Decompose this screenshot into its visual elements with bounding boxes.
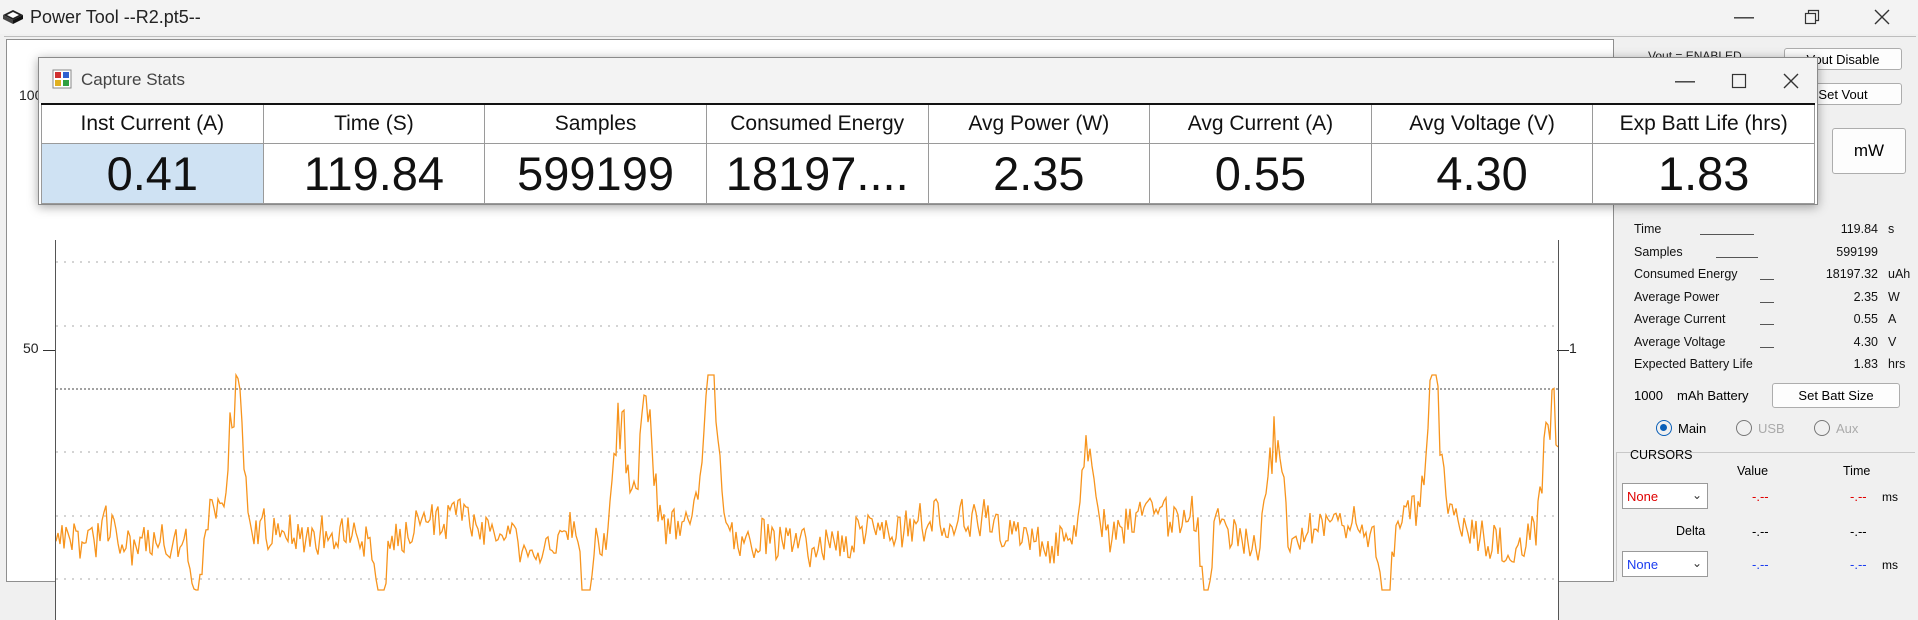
chevron-down-icon: ⌄ <box>1691 488 1702 502</box>
app-title: Power Tool --R2.pt5-- <box>30 7 201 27</box>
delta-value: -.-- <box>1752 524 1769 539</box>
cursors-col-value: Value <box>1737 464 1769 478</box>
cursor2-select[interactable]: None ⌄ <box>1622 551 1708 577</box>
cell-time[interactable]: 119.84 <box>262 143 486 204</box>
radio-main-label: Main <box>1678 421 1707 436</box>
cell-avg-voltage[interactable]: 4.30 <box>1370 143 1594 204</box>
vout-disable-button[interactable]: Vout Disable <box>1784 48 1902 70</box>
dialog-maximize-button[interactable] <box>1711 66 1767 96</box>
close-button[interactable] <box>1852 2 1912 32</box>
units-mw-button[interactable]: mW <box>1832 128 1906 174</box>
col-inst-current[interactable]: Inst Current (A) <box>41 103 264 144</box>
chip-icon <box>3 10 23 24</box>
y-right-tick-mark <box>1557 350 1569 351</box>
col-time[interactable]: Time (S) <box>262 103 486 144</box>
cell-samples[interactable]: 599199 <box>484 143 707 204</box>
minimize-icon: — <box>1734 5 1754 28</box>
cursor1-time: -.-- <box>1850 489 1867 504</box>
cursor2-unit: ms <box>1882 558 1898 572</box>
col-consumed-energy[interactable]: Consumed Energy <box>705 103 929 144</box>
restore-button[interactable] <box>1782 2 1842 32</box>
cursors-col-time: Time <box>1843 464 1871 478</box>
cell-inst-current[interactable]: 0.41 <box>41 143 264 204</box>
set-batt-size-button[interactable]: Set Batt Size <box>1772 383 1900 408</box>
plot-area[interactable] <box>55 240 1559 620</box>
stats-window-icon <box>52 69 72 89</box>
col-avg-current[interactable]: Avg Current (A) <box>1149 103 1372 144</box>
cursor1-select[interactable]: None ⌄ <box>1622 483 1708 509</box>
dialog-minimize-button[interactable]: — <box>1657 66 1713 96</box>
radio-usb[interactable] <box>1736 420 1752 436</box>
dialog-close-button[interactable] <box>1763 66 1819 96</box>
y-left-tick-mark <box>43 350 55 351</box>
y-left-tick-100: 100 <box>19 87 43 103</box>
col-avg-voltage[interactable]: Avg Voltage (V) <box>1370 103 1594 144</box>
y-right-tick-1: 1 <box>1569 340 1577 356</box>
current-trace <box>56 261 1558 591</box>
stats-grid[interactable]: Inst Current (A) Time (S) Samples Consum… <box>41 103 1815 204</box>
cursor2-value: -.-- <box>1752 557 1769 572</box>
cell-avg-power[interactable]: 2.35 <box>927 143 1151 204</box>
col-avg-power[interactable]: Avg Power (W) <box>927 103 1151 144</box>
stats-header-row: Inst Current (A) Time (S) Samples Consum… <box>41 103 1815 144</box>
capture-stats-dialog: Capture Stats — Inst Current (A) Time (S… <box>38 57 1818 205</box>
restore-icon <box>1804 9 1820 25</box>
maximize-icon <box>1731 73 1747 89</box>
cell-exp-batt-life[interactable]: 1.83 <box>1592 143 1815 204</box>
radio-main[interactable] <box>1656 420 1672 436</box>
cursor1-value: -.-- <box>1752 489 1769 504</box>
cursors-title: CURSORS <box>1630 448 1693 462</box>
chevron-down-icon: ⌄ <box>1691 556 1702 570</box>
delta-time: -.-- <box>1850 524 1867 539</box>
cursor1-unit: ms <box>1882 490 1898 504</box>
radio-aux[interactable] <box>1814 420 1830 436</box>
close-icon <box>1783 73 1799 89</box>
col-exp-batt-life[interactable]: Exp Batt Life (hrs) <box>1592 103 1815 144</box>
col-samples[interactable]: Samples <box>484 103 707 144</box>
dialog-title: Capture Stats <box>81 70 185 89</box>
cursor2-time: -.-- <box>1850 557 1867 572</box>
cell-avg-current[interactable]: 0.55 <box>1149 143 1372 204</box>
dialog-titlebar[interactable]: Capture Stats — <box>39 58 1817 103</box>
close-icon <box>1874 9 1890 25</box>
battery-capacity: 1000 <box>1634 388 1663 403</box>
cursors-group <box>1616 452 1915 581</box>
stats-value-row: 0.41 119.84 599199 18197.... 2.35 0.55 4… <box>41 143 1815 204</box>
trace-line <box>56 372 1558 591</box>
delta-label: Delta <box>1676 524 1706 538</box>
minimize-button[interactable]: — <box>1714 2 1774 32</box>
radio-usb-label: USB <box>1758 421 1785 436</box>
minimize-icon: — <box>1675 69 1695 92</box>
cell-consumed-energy[interactable]: 18197.... <box>705 143 929 204</box>
battery-unit-label: mAh Battery <box>1677 388 1749 403</box>
radio-aux-label: Aux <box>1836 421 1859 436</box>
main-titlebar: Power Tool --R2.pt5-- — <box>0 0 1918 34</box>
y-left-tick-50: 50 <box>23 340 39 356</box>
